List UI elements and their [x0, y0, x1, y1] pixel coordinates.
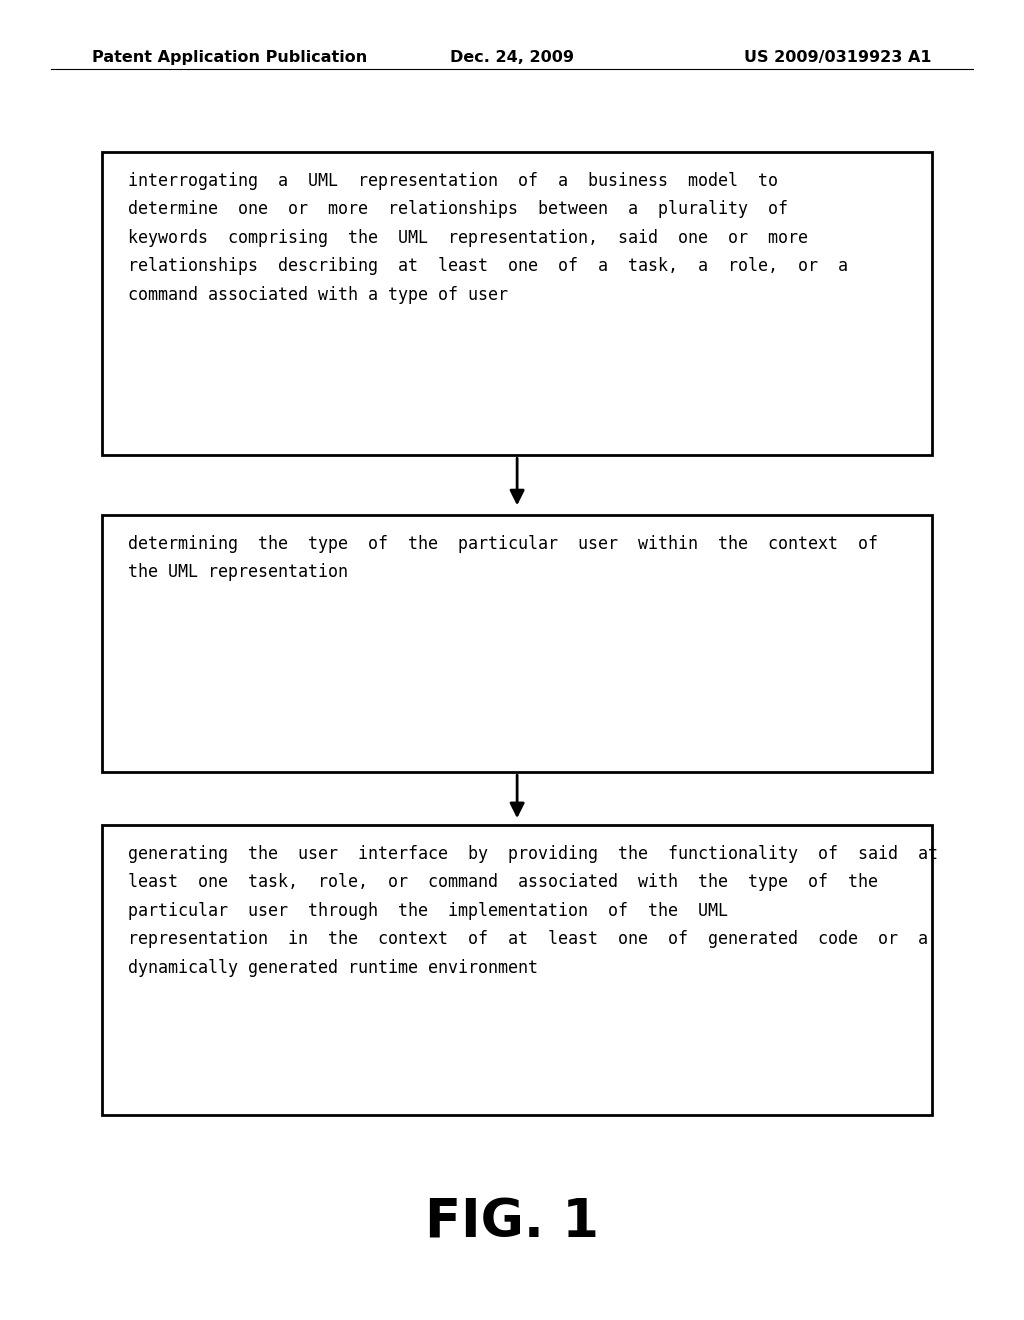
- Text: US 2009/0319923 A1: US 2009/0319923 A1: [744, 50, 932, 65]
- Text: generating  the  user  interface  by  providing  the  functionality  of  said  a: generating the user interface by providi…: [128, 845, 938, 977]
- Text: Patent Application Publication: Patent Application Publication: [92, 50, 368, 65]
- Bar: [102, 152, 932, 455]
- Text: FIG. 1: FIG. 1: [425, 1196, 599, 1249]
- Text: Dec. 24, 2009: Dec. 24, 2009: [450, 50, 574, 65]
- Bar: [102, 825, 932, 1115]
- Text: interrogating  a  UML  representation  of  a  business  model  to
determine  one: interrogating a UML representation of a …: [128, 172, 848, 304]
- Text: determining  the  type  of  the  particular  user  within  the  context  of
the : determining the type of the particular u…: [128, 535, 878, 581]
- Bar: [102, 515, 932, 772]
